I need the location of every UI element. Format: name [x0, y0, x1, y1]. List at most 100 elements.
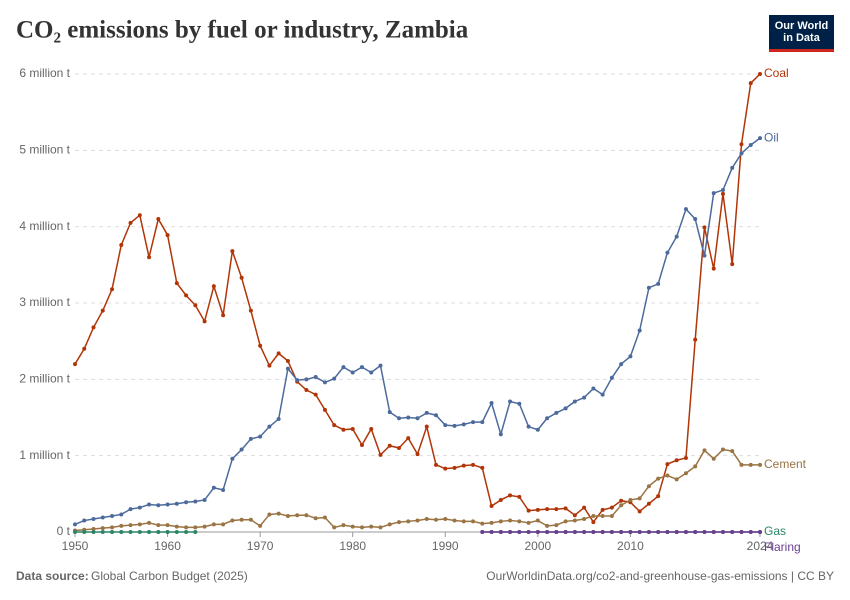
data-point: [276, 511, 281, 516]
data-point: [480, 521, 485, 526]
data-point: [221, 488, 226, 493]
data-point: [739, 530, 744, 534]
data-point: [165, 530, 170, 534]
data-point: [758, 530, 762, 534]
data-point: [572, 518, 577, 523]
data-point: [350, 524, 355, 529]
data-point: [221, 313, 226, 318]
data-point: [554, 523, 559, 528]
data-point: [415, 416, 420, 421]
series-line: [74, 137, 761, 526]
data-point: [591, 520, 596, 525]
source-label: Data source:: [16, 569, 89, 583]
data-point: [156, 503, 161, 508]
data-point: [730, 165, 735, 170]
data-point: [600, 530, 605, 534]
data-point: [619, 503, 624, 508]
data-point: [545, 523, 550, 528]
data-point: [674, 234, 679, 239]
x-tick-label: 1990: [432, 539, 459, 553]
data-point: [535, 507, 540, 512]
data-point: [211, 284, 216, 289]
series-label: Coal: [764, 66, 789, 80]
data-point: [508, 399, 513, 404]
data-point: [665, 462, 670, 467]
data-point: [637, 328, 642, 333]
data-point: [304, 388, 309, 393]
url: OurWorldinData.org/co2-and-greenhouse-ga…: [486, 569, 834, 583]
data-point: [258, 343, 263, 348]
data-point: [461, 422, 466, 427]
data-point: [656, 281, 661, 286]
data-point: [554, 530, 559, 534]
data-point: [285, 366, 290, 371]
data-point: [471, 519, 476, 524]
data-point: [406, 436, 411, 441]
data-point: [156, 523, 161, 528]
data-point: [665, 250, 670, 255]
data-point: [147, 502, 152, 507]
data-point: [137, 505, 142, 510]
data-point: [637, 509, 642, 514]
data-point: [535, 518, 540, 523]
data-point: [591, 386, 596, 391]
data-point: [341, 523, 346, 528]
data-point: [619, 498, 624, 503]
data-point: [582, 505, 587, 510]
data-point: [165, 502, 170, 507]
series-label: Cement: [764, 457, 807, 471]
data-point: [498, 432, 503, 437]
data-point: [443, 517, 448, 522]
data-point: [424, 517, 429, 522]
y-tick-label: 1 million t: [19, 448, 70, 462]
data-point: [498, 497, 503, 502]
data-point: [619, 362, 624, 367]
y-tick-label: 6 million t: [19, 66, 70, 80]
data-point: [285, 359, 290, 364]
data-point: [193, 525, 198, 530]
data-point: [322, 515, 327, 520]
data-point: [128, 220, 133, 225]
data-point: [267, 424, 272, 429]
data-point: [267, 512, 272, 517]
data-point: [582, 395, 587, 400]
data-point: [711, 191, 716, 196]
data-point: [637, 530, 642, 534]
data-point: [211, 522, 216, 527]
data-point: [248, 517, 253, 522]
data-point: [100, 526, 105, 531]
data-point: [748, 142, 753, 147]
data-point: [174, 530, 179, 534]
data-point: [100, 530, 105, 534]
data-point: [406, 415, 411, 420]
data-point: [693, 464, 698, 469]
data-point: [341, 427, 346, 432]
data-point: [508, 493, 513, 498]
data-point: [637, 496, 642, 501]
data-point: [739, 151, 744, 156]
data-point: [517, 530, 522, 534]
data-point: [276, 351, 281, 356]
data-point: [480, 530, 485, 534]
data-point: [202, 497, 207, 502]
data-point: [322, 407, 327, 412]
data-point: [554, 507, 559, 512]
data-point: [609, 375, 614, 380]
data-point: [415, 518, 420, 523]
data-point: [350, 426, 355, 431]
data-point: [674, 458, 679, 463]
data-point: [174, 501, 179, 506]
data-point: [730, 262, 735, 267]
series-label: Flaring: [764, 540, 801, 554]
data-point: [739, 142, 744, 147]
data-point: [304, 377, 309, 382]
data-point: [609, 530, 614, 534]
data-point: [406, 519, 411, 524]
data-point: [165, 233, 170, 238]
data-point: [230, 456, 235, 461]
data-point: [656, 476, 661, 481]
data-point: [174, 281, 179, 286]
data-point: [378, 525, 383, 530]
x-tick-label: 2024: [747, 539, 774, 553]
data-point: [165, 523, 170, 528]
